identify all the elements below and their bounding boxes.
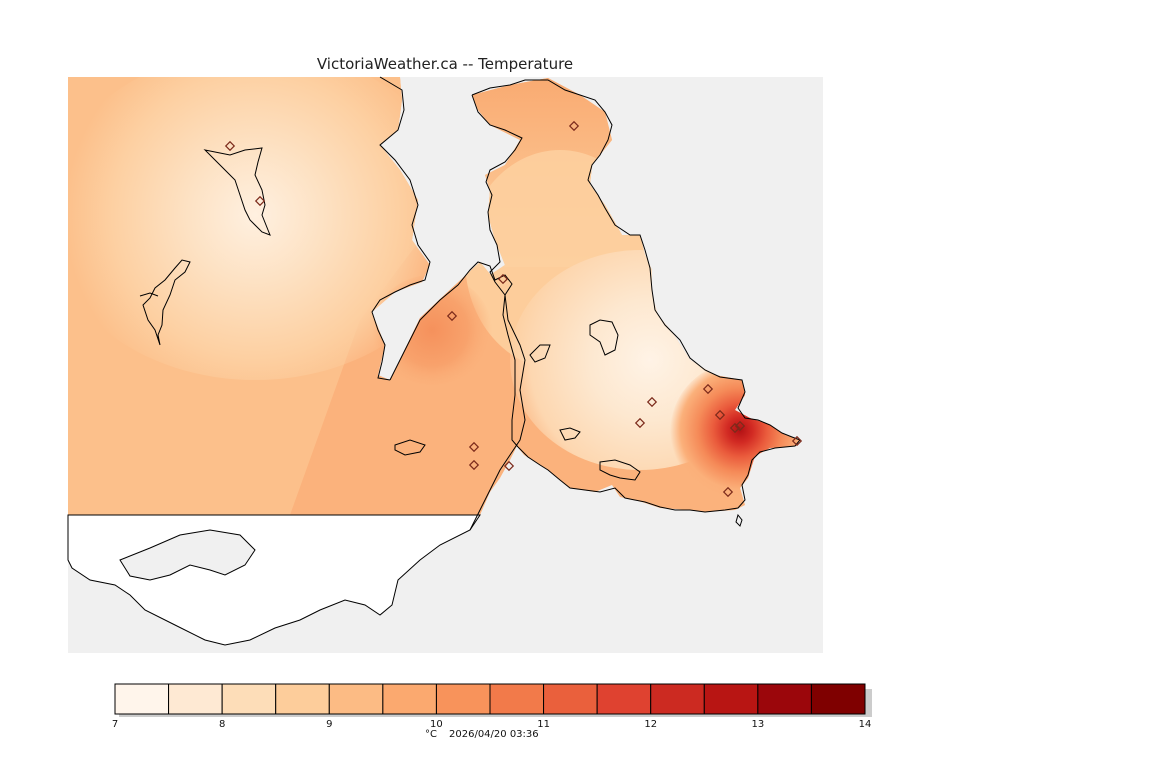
colorbar-bin	[757, 683, 812, 715]
colorbar-bin	[650, 683, 705, 715]
station-marker	[254, 195, 266, 207]
colorbar-bin	[703, 683, 759, 715]
station-marker	[446, 310, 458, 322]
colorbar-bin	[489, 683, 545, 715]
station-marker	[568, 120, 580, 132]
colorbar-shadow	[864, 689, 872, 715]
legend-unit: °C	[425, 729, 437, 740]
station-marker	[468, 459, 480, 471]
colorbar-bin	[328, 683, 384, 715]
station-marker	[646, 396, 658, 408]
colorbar-tick-label: 10	[430, 719, 443, 730]
coastlines	[139, 76, 801, 531]
colorbar-bin	[114, 683, 170, 715]
station-markers	[224, 120, 803, 498]
legend-timestamp: 2026/04/20 03:36	[449, 729, 539, 740]
station-marker	[729, 422, 741, 434]
colorbar-bin	[810, 683, 866, 715]
colorbar: 7 8 9 10 11 12 13 14	[112, 683, 872, 730]
station-marker	[468, 441, 480, 453]
colorbar-bin	[596, 683, 652, 715]
colorbar-tick-label: 13	[751, 719, 764, 730]
colorbar-tick-label: 14	[859, 719, 872, 730]
colorbar-bin	[435, 683, 491, 715]
colorbar-bin	[275, 683, 330, 715]
colorbar-tick-label: 7	[112, 719, 118, 730]
colorbar-tick-label: 9	[326, 719, 332, 730]
station-marker	[497, 273, 509, 285]
colorbar-tick-label: 8	[219, 719, 225, 730]
station-marker	[503, 460, 515, 472]
station-marker	[791, 435, 803, 447]
inlet-south	[119, 529, 256, 581]
station-marker	[702, 383, 714, 395]
station-marker	[714, 409, 726, 421]
colorbar-tick-label: 11	[537, 719, 550, 730]
colorbar-tick-label: 12	[644, 719, 657, 730]
station-marker	[734, 420, 746, 432]
colorbar-shadow-bottom	[119, 713, 872, 717]
station-marker	[722, 486, 734, 498]
colorbar-bin	[221, 683, 277, 715]
colorbar-border	[114, 683, 866, 715]
map-title: VictoriaWeather.ca -- Temperature	[317, 55, 573, 73]
colorbar-bin	[382, 683, 437, 715]
station-marker	[224, 140, 236, 152]
colorbar-bin	[168, 683, 223, 715]
colorbar-bin	[543, 683, 598, 715]
station-marker	[634, 417, 646, 429]
